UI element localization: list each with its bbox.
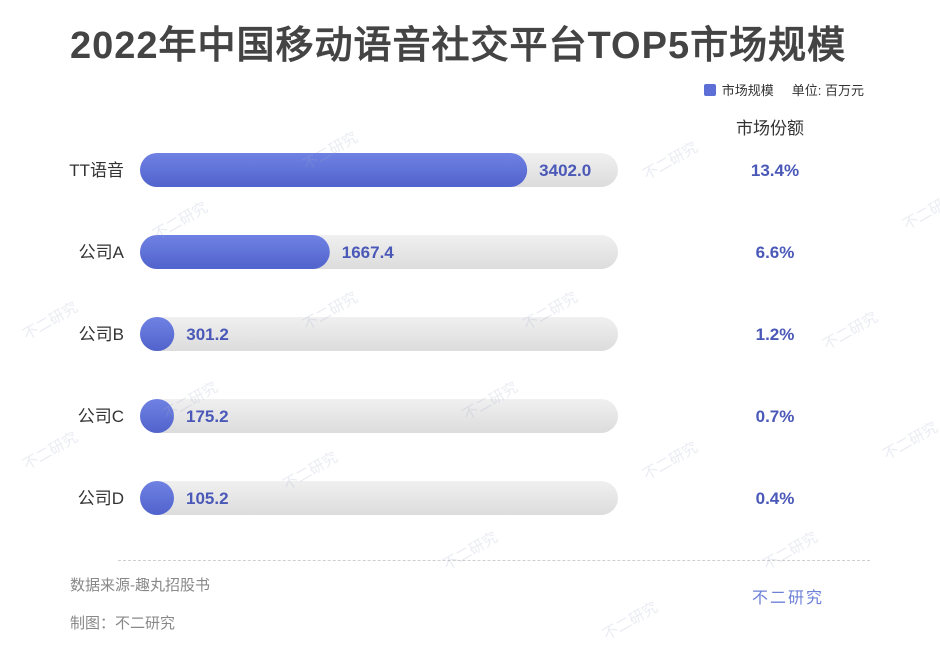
value-label: 301.2 <box>186 325 229 344</box>
bar <box>140 235 330 269</box>
bar-track <box>140 399 618 433</box>
bar <box>140 481 174 515</box>
legend-swatch <box>703 83 716 96</box>
footer-divider <box>118 560 870 561</box>
category-label: 公司C <box>78 407 124 426</box>
bar <box>140 153 528 187</box>
bar-track <box>140 317 618 351</box>
value-label: 175.2 <box>186 407 229 426</box>
value-label: 105.2 <box>186 489 229 508</box>
brand-logo: 不二研究 <box>752 590 825 607</box>
data-source: 数据来源-趣丸招股书 <box>70 577 210 594</box>
category-label: TT语音 <box>69 161 124 180</box>
chart-maker: 制图：不二研究 <box>70 615 176 632</box>
bar-track <box>140 481 618 515</box>
market-share-label: 0.7% <box>756 407 795 426</box>
category-label: 公司B <box>79 325 124 344</box>
market-share-label: 6.6% <box>756 243 795 262</box>
market-share-label: 1.2% <box>756 325 795 344</box>
market-share-header: 市场份额 <box>736 119 804 138</box>
market-share-label: 13.4% <box>751 161 799 180</box>
legend-unit: 单位: 百万元 <box>791 83 864 98</box>
category-label: 公司D <box>78 489 124 508</box>
category-label: 公司A <box>79 243 125 262</box>
bar <box>140 399 174 433</box>
legend: 市场规模 单位: 百万元 <box>703 80 864 99</box>
market-share-label: 0.4% <box>756 489 795 508</box>
chart-title: 2022年中国移动语音社交平台TOP5市场规模 <box>70 25 847 67</box>
value-label: 1667.4 <box>342 243 395 262</box>
legend-series-label: 市场规模 <box>721 83 774 98</box>
bar <box>140 317 175 351</box>
value-label: 3402.0 <box>539 161 591 180</box>
